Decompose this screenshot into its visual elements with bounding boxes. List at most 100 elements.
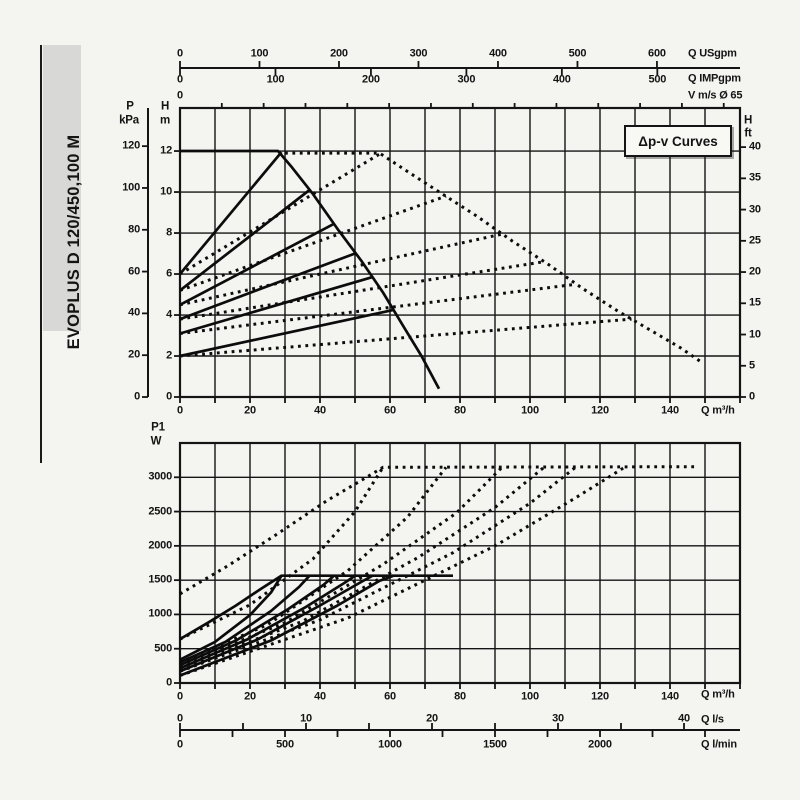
head-m-tick-label: 4 — [166, 308, 172, 321]
curve-power-set3-twin — [179, 466, 504, 667]
impgpm-tick-label: 100 — [266, 73, 285, 86]
head-ft-tick-label: 25 — [749, 234, 761, 247]
head-ft-tick-label: 20 — [749, 265, 761, 278]
curve-power-set4-single — [179, 574, 356, 670]
curve-dpv-set3-single — [179, 222, 335, 306]
pressure-axis-title-p: P — [126, 100, 134, 113]
power-tick-label: 3000 — [148, 470, 172, 483]
flow-tick-label: 120 — [591, 690, 609, 703]
curve-dpv-set3-twin — [179, 232, 503, 307]
curve-dpv-set1-twin — [179, 152, 381, 276]
flow-unit-label-top: Q m³/h — [701, 404, 735, 417]
flow-lmin-tick-label: 1000 — [378, 738, 402, 751]
curve-power-set6-single — [179, 574, 394, 677]
head-ft-axis-title-ft: ft — [744, 127, 752, 140]
usgpm-tick-label: 500 — [568, 47, 587, 60]
head-ft-axis-title-h: H — [743, 114, 753, 127]
flow-ls-tick-label: 10 — [300, 712, 312, 725]
power-axis-title-p1: P1 — [151, 421, 165, 434]
flow-tick-label: 100 — [521, 690, 539, 703]
impgpm-tick-label: 300 — [457, 73, 476, 86]
curve-power-set3-single — [179, 574, 335, 667]
head-ft-tick-label: 5 — [749, 359, 755, 372]
flow-ls-unit-label: Q l/s — [701, 713, 724, 726]
flow-tick-label: 120 — [591, 404, 609, 417]
flow-tick-label: 40 — [314, 404, 326, 417]
flow-tick-label: 140 — [661, 690, 679, 703]
curve-power-set1-twin — [179, 466, 385, 641]
power-tick-label: 0 — [166, 676, 172, 689]
curve-max-curve-twin — [285, 151, 703, 364]
flow-lmin-unit-label: Q l/min — [701, 738, 737, 751]
power-axis-title-w: W — [150, 435, 162, 448]
flow-lmin-tick-label: 1500 — [483, 738, 507, 751]
flow-tick-label: 60 — [384, 690, 396, 703]
head-ft-tick-label: 10 — [749, 328, 761, 341]
impgpm-tick-label: 0 — [177, 73, 183, 86]
power-tick-label: 1000 — [148, 607, 172, 620]
pressure-axis-title-kpa: kPa — [119, 114, 139, 127]
head-ft-tick-label: 35 — [749, 171, 761, 184]
curve-power-set2-single — [179, 574, 311, 664]
flow-tick-label: 40 — [314, 690, 326, 703]
kpa-tick-label: 120 — [122, 139, 140, 152]
curve-power-set1-single — [179, 574, 283, 661]
curve-power-set2-twin — [179, 466, 448, 664]
flow-tick-label: 60 — [384, 404, 396, 417]
impgpm-axis-label: Q IMPgpm — [688, 72, 741, 85]
curve-max-curve-single — [180, 149, 441, 390]
curve-dpv-set1-single — [178, 151, 283, 275]
flow-ls-tick-label: 40 — [678, 712, 690, 725]
usgpm-tick-label: 300 — [409, 47, 428, 60]
curve-dpv-set2-twin — [179, 194, 447, 292]
kpa-tick-label: 0 — [134, 390, 140, 403]
velocity-zero-label: 0 — [177, 89, 183, 102]
kpa-tick-label: 60 — [128, 265, 140, 278]
impgpm-tick-label: 200 — [362, 73, 380, 86]
flow-ls-tick-label: 30 — [552, 712, 564, 725]
curve-dpv-set4-twin — [179, 260, 545, 321]
flow-unit-label-bottom: Q m³/h — [701, 688, 735, 701]
curve-dpv-set2-single — [179, 188, 311, 292]
curve-dpv-set6-twin — [179, 317, 632, 358]
usgpm-tick-label: 400 — [489, 47, 507, 60]
flow-tick-label: 0 — [177, 404, 183, 417]
power-tick-label: 500 — [154, 642, 172, 655]
flow-lmin-tick-label: 2000 — [588, 738, 612, 751]
head-m-tick-label: 6 — [166, 267, 172, 280]
usgpm-tick-label: 200 — [330, 47, 348, 60]
head-axis-title-h: H — [160, 100, 170, 113]
flow-lmin-tick-label: 0 — [177, 738, 183, 751]
kpa-tick-label: 40 — [128, 306, 140, 319]
power-tick-label: 2500 — [148, 505, 172, 518]
flow-tick-label: 0 — [177, 690, 183, 703]
head-m-tick-label: 2 — [166, 349, 172, 362]
usgpm-axis-label: Q USgpm — [688, 47, 737, 60]
head-ft-tick-label: 15 — [749, 296, 761, 309]
sidebar-rule — [40, 45, 42, 463]
curve-power-max-single — [179, 574, 453, 641]
flow-tick-label: 80 — [454, 690, 466, 703]
head-m-tick-label: 8 — [166, 226, 172, 239]
flow-ls-tick-label: 0 — [177, 712, 183, 725]
impgpm-tick-label: 400 — [552, 73, 571, 86]
head-m-tick-label: 10 — [160, 185, 172, 198]
kpa-tick-label: 80 — [128, 223, 140, 236]
curve-power-set5-twin — [179, 466, 577, 673]
curve-power-set6-twin — [179, 466, 626, 677]
flow-tick-label: 20 — [244, 404, 256, 417]
power-tick-label: 1500 — [148, 573, 172, 586]
head-ft-tick-label: 40 — [749, 140, 761, 153]
kpa-tick-label: 100 — [122, 181, 140, 194]
model-sidebar: EVOPLUS D 120/450,100 M — [43, 45, 83, 349]
dpv-curves-legend: Δp-v Curves — [624, 125, 732, 157]
kpa-tick-label: 20 — [128, 348, 140, 361]
usgpm-tick-label: 0 — [177, 47, 183, 60]
usgpm-tick-label: 600 — [648, 47, 666, 60]
model-name: EVOPLUS D 120/450,100 M — [64, 134, 83, 350]
flow-ls-tick-label: 20 — [426, 712, 438, 725]
power-tick-label: 2000 — [148, 539, 172, 552]
flow-tick-label: 100 — [521, 404, 539, 417]
curve-dpv-set6-single — [179, 308, 394, 358]
